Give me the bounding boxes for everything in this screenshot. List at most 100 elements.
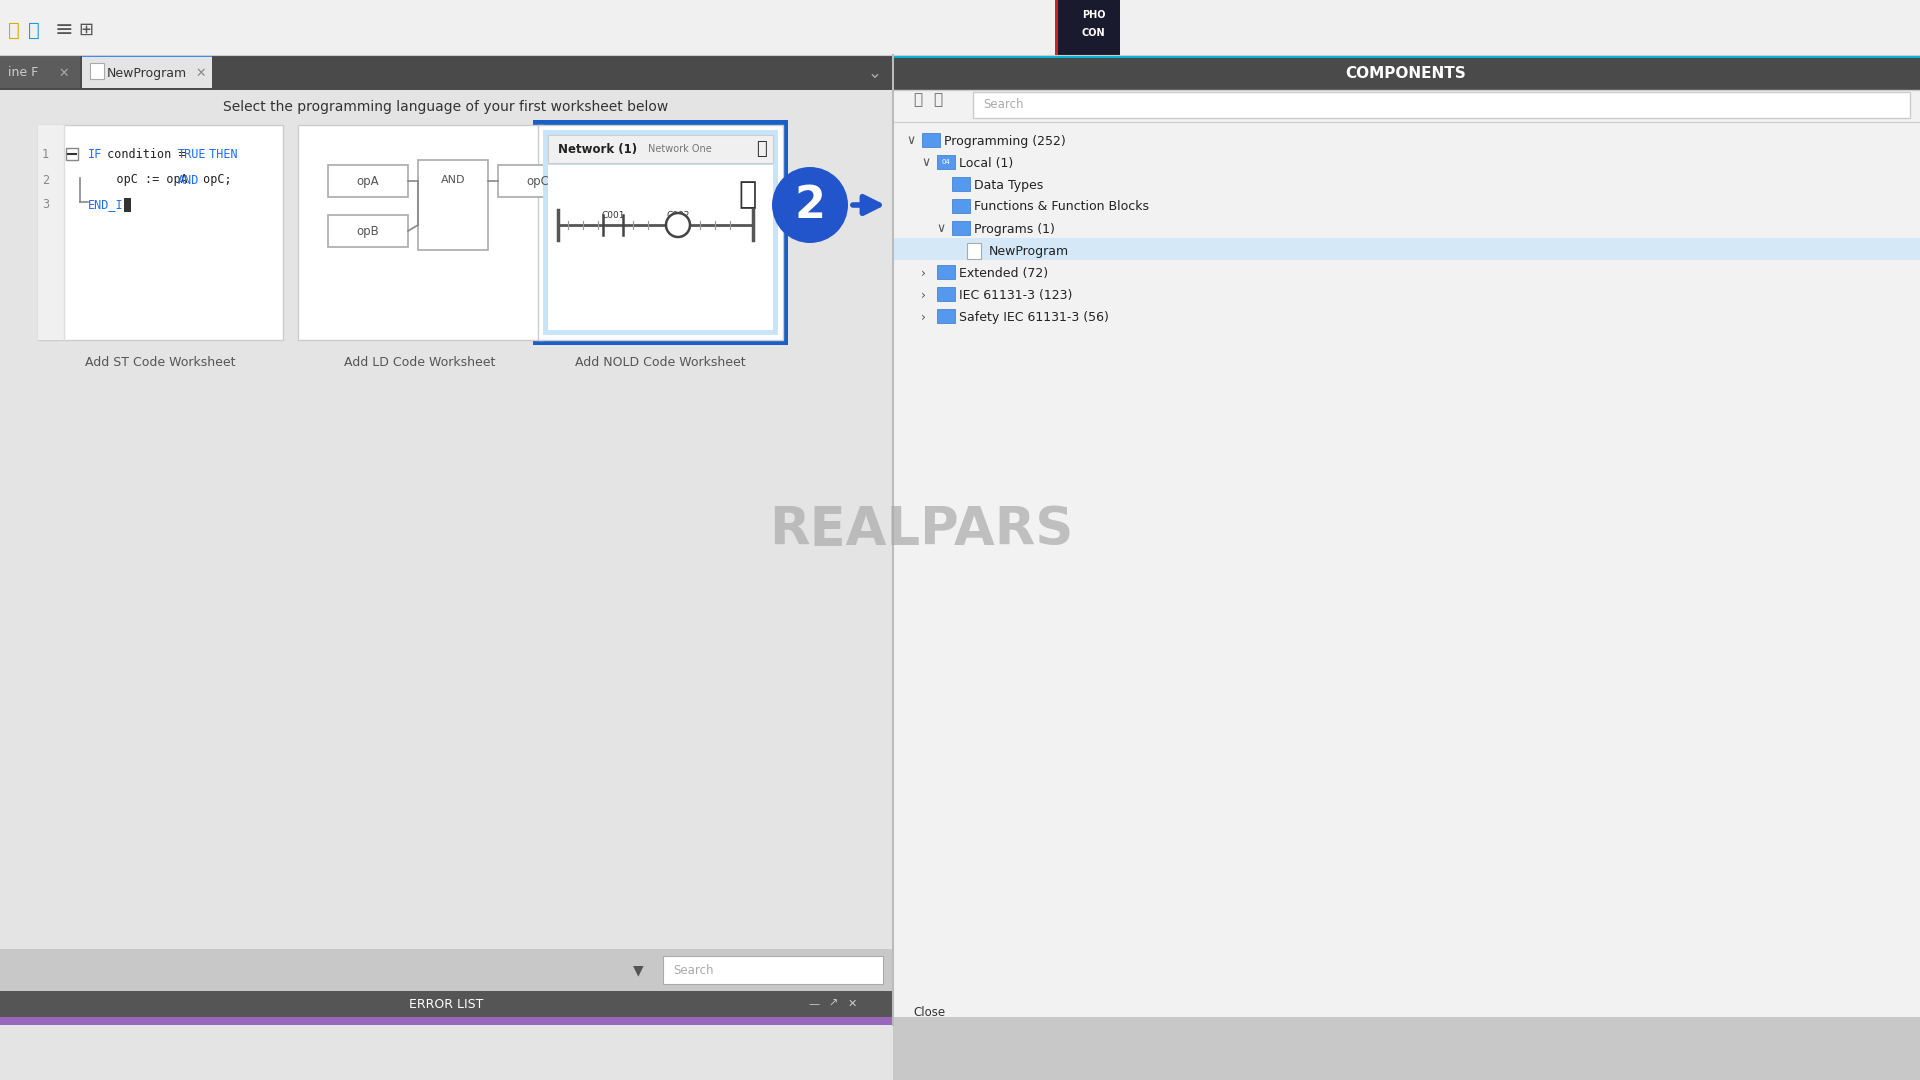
Text: REALPARS: REALPARS xyxy=(770,504,1073,556)
FancyBboxPatch shape xyxy=(534,120,787,345)
Circle shape xyxy=(772,167,849,243)
Text: 04: 04 xyxy=(941,159,950,165)
FancyBboxPatch shape xyxy=(0,949,893,991)
Text: ✕: ✕ xyxy=(196,67,205,80)
Text: Local (1): Local (1) xyxy=(958,157,1014,170)
FancyBboxPatch shape xyxy=(538,125,783,340)
Text: C001: C001 xyxy=(601,211,624,219)
FancyBboxPatch shape xyxy=(1054,0,1058,55)
Text: NewProgram: NewProgram xyxy=(989,244,1069,257)
FancyBboxPatch shape xyxy=(65,148,79,160)
Text: opC := opA: opC := opA xyxy=(88,174,194,187)
FancyBboxPatch shape xyxy=(893,238,1920,260)
FancyBboxPatch shape xyxy=(538,125,783,340)
FancyBboxPatch shape xyxy=(38,125,282,340)
FancyBboxPatch shape xyxy=(543,130,778,335)
FancyBboxPatch shape xyxy=(968,243,981,259)
FancyBboxPatch shape xyxy=(937,265,954,279)
FancyBboxPatch shape xyxy=(937,287,954,301)
FancyBboxPatch shape xyxy=(497,165,578,197)
Text: Data Types: Data Types xyxy=(973,178,1043,191)
FancyBboxPatch shape xyxy=(0,55,893,90)
FancyBboxPatch shape xyxy=(937,309,954,323)
Text: CON: CON xyxy=(1083,28,1106,38)
FancyBboxPatch shape xyxy=(952,221,970,235)
Text: 3: 3 xyxy=(42,199,50,212)
Text: IEC 61131-3 (123): IEC 61131-3 (123) xyxy=(958,288,1073,301)
Text: ›: › xyxy=(922,267,925,280)
Text: COMPONENTS: COMPONENTS xyxy=(1346,66,1467,81)
Text: 🔧: 🔧 xyxy=(8,21,19,40)
FancyBboxPatch shape xyxy=(937,156,954,168)
Text: 2: 2 xyxy=(42,174,50,187)
Text: opC: opC xyxy=(526,175,549,188)
FancyBboxPatch shape xyxy=(893,1017,1920,1080)
Text: END_IF: END_IF xyxy=(88,199,131,212)
Text: AND: AND xyxy=(179,174,200,187)
FancyBboxPatch shape xyxy=(922,133,941,147)
Text: 2: 2 xyxy=(795,184,826,227)
FancyBboxPatch shape xyxy=(952,199,970,213)
FancyBboxPatch shape xyxy=(662,956,883,984)
FancyBboxPatch shape xyxy=(328,165,407,197)
FancyBboxPatch shape xyxy=(952,177,970,191)
Text: ≡: ≡ xyxy=(56,21,73,40)
Text: Add LD Code Worksheet: Add LD Code Worksheet xyxy=(344,355,495,368)
FancyBboxPatch shape xyxy=(973,92,1910,118)
Text: Search: Search xyxy=(983,98,1023,111)
Text: AND: AND xyxy=(442,175,465,185)
Text: TRUE: TRUE xyxy=(179,148,207,162)
FancyBboxPatch shape xyxy=(0,55,81,87)
Text: ∨: ∨ xyxy=(922,157,929,170)
Text: IF: IF xyxy=(88,148,102,162)
FancyBboxPatch shape xyxy=(83,55,211,87)
FancyBboxPatch shape xyxy=(83,55,211,57)
FancyBboxPatch shape xyxy=(328,215,407,247)
Text: ERROR LIST: ERROR LIST xyxy=(409,998,484,1011)
FancyBboxPatch shape xyxy=(419,160,488,249)
Text: condition =: condition = xyxy=(100,148,192,162)
Text: ›: › xyxy=(922,288,925,301)
FancyBboxPatch shape xyxy=(893,55,1920,90)
Text: 🔧: 🔧 xyxy=(29,21,40,40)
Text: ⤡: ⤡ xyxy=(933,93,943,108)
Text: ⤢: ⤢ xyxy=(914,93,922,108)
Text: opB: opB xyxy=(357,225,380,238)
Text: Network One: Network One xyxy=(649,144,712,154)
Text: C002: C002 xyxy=(666,211,689,219)
Text: ›: › xyxy=(922,311,925,324)
Text: ∨: ∨ xyxy=(906,135,916,148)
FancyBboxPatch shape xyxy=(547,135,774,163)
FancyBboxPatch shape xyxy=(90,63,104,79)
Circle shape xyxy=(666,213,689,237)
Text: NewProgram: NewProgram xyxy=(108,67,186,80)
Text: Add NOLD Code Worksheet: Add NOLD Code Worksheet xyxy=(574,355,745,368)
Text: PHO: PHO xyxy=(1083,10,1106,21)
FancyBboxPatch shape xyxy=(125,198,131,212)
Text: Functions & Function Blocks: Functions & Function Blocks xyxy=(973,201,1148,214)
Text: ✕: ✕ xyxy=(58,67,69,80)
Text: Search: Search xyxy=(674,963,714,976)
Text: Safety IEC 61131-3 (56): Safety IEC 61131-3 (56) xyxy=(958,311,1110,324)
FancyBboxPatch shape xyxy=(547,165,774,330)
Text: ⊞: ⊞ xyxy=(79,21,94,39)
Text: ✕: ✕ xyxy=(849,999,858,1009)
FancyBboxPatch shape xyxy=(1058,0,1119,55)
Text: Network (1): Network (1) xyxy=(559,143,637,156)
Text: Programming (252): Programming (252) xyxy=(945,135,1066,148)
Text: opA: opA xyxy=(357,175,380,188)
Text: ↗: ↗ xyxy=(828,999,837,1009)
Text: Extended (72): Extended (72) xyxy=(958,267,1048,280)
FancyBboxPatch shape xyxy=(893,90,1920,1025)
Text: Programs (1): Programs (1) xyxy=(973,222,1054,235)
FancyBboxPatch shape xyxy=(0,0,1920,55)
Text: ⧖: ⧖ xyxy=(756,140,766,158)
Text: Close: Close xyxy=(914,1007,945,1020)
Text: —: — xyxy=(808,999,820,1009)
Text: ine F: ine F xyxy=(8,67,38,80)
FancyBboxPatch shape xyxy=(298,125,543,340)
Text: Add ST Code Worksheet: Add ST Code Worksheet xyxy=(84,355,236,368)
Text: ▼: ▼ xyxy=(634,963,643,977)
Text: Select the programming language of your first worksheet below: Select the programming language of your … xyxy=(223,100,668,114)
Text: 1: 1 xyxy=(42,148,50,162)
